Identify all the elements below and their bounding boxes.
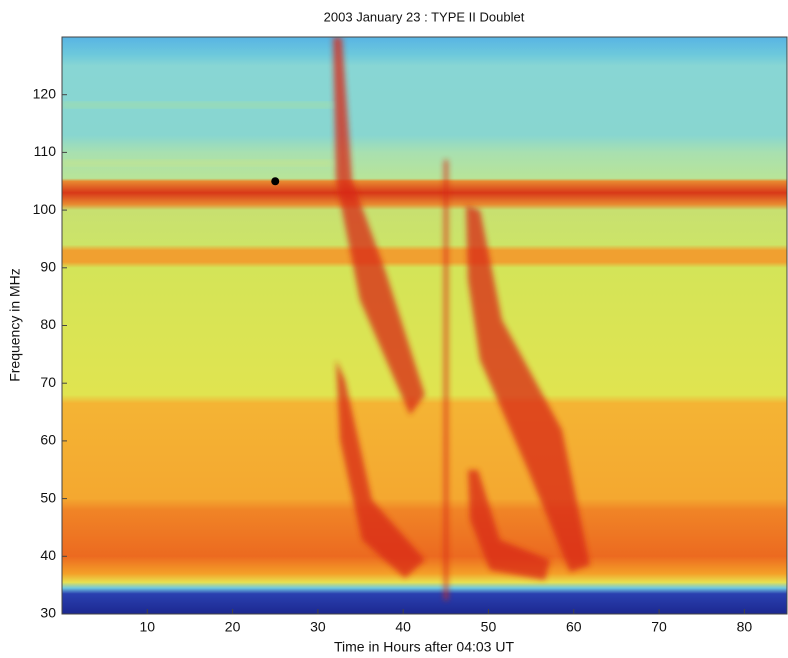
y-tick-label: 70 xyxy=(40,374,56,390)
x-tick-label: 70 xyxy=(651,619,667,635)
x-tick-label: 40 xyxy=(395,619,411,635)
y-tick-label: 110 xyxy=(34,143,57,159)
marker-point xyxy=(271,177,280,186)
y-tick-label: 60 xyxy=(40,432,56,448)
spectrogram xyxy=(62,37,787,614)
y-tick-label: 30 xyxy=(40,605,56,621)
y-tick-label: 80 xyxy=(40,316,56,332)
x-tick-label: 60 xyxy=(566,619,582,635)
x-tick-label: 50 xyxy=(481,619,497,635)
x-axis-label: Time in Hours after 04:03 UT xyxy=(334,639,514,655)
y-tick-label: 120 xyxy=(33,85,57,101)
x-tick-label: 30 xyxy=(310,619,326,635)
x-tick-label: 20 xyxy=(225,619,241,635)
y-tick-label: 100 xyxy=(33,201,57,217)
chart-title: 2003 January 23 : TYPE II Doublet xyxy=(324,9,525,24)
y-tick-label: 40 xyxy=(40,547,56,563)
x-tick-label: 80 xyxy=(737,619,753,635)
y-tick-label: 90 xyxy=(40,259,56,275)
x-tick-label: 10 xyxy=(140,619,156,635)
y-axis-label: Frequency in MHz xyxy=(7,268,23,382)
y-tick-label: 50 xyxy=(40,489,56,505)
